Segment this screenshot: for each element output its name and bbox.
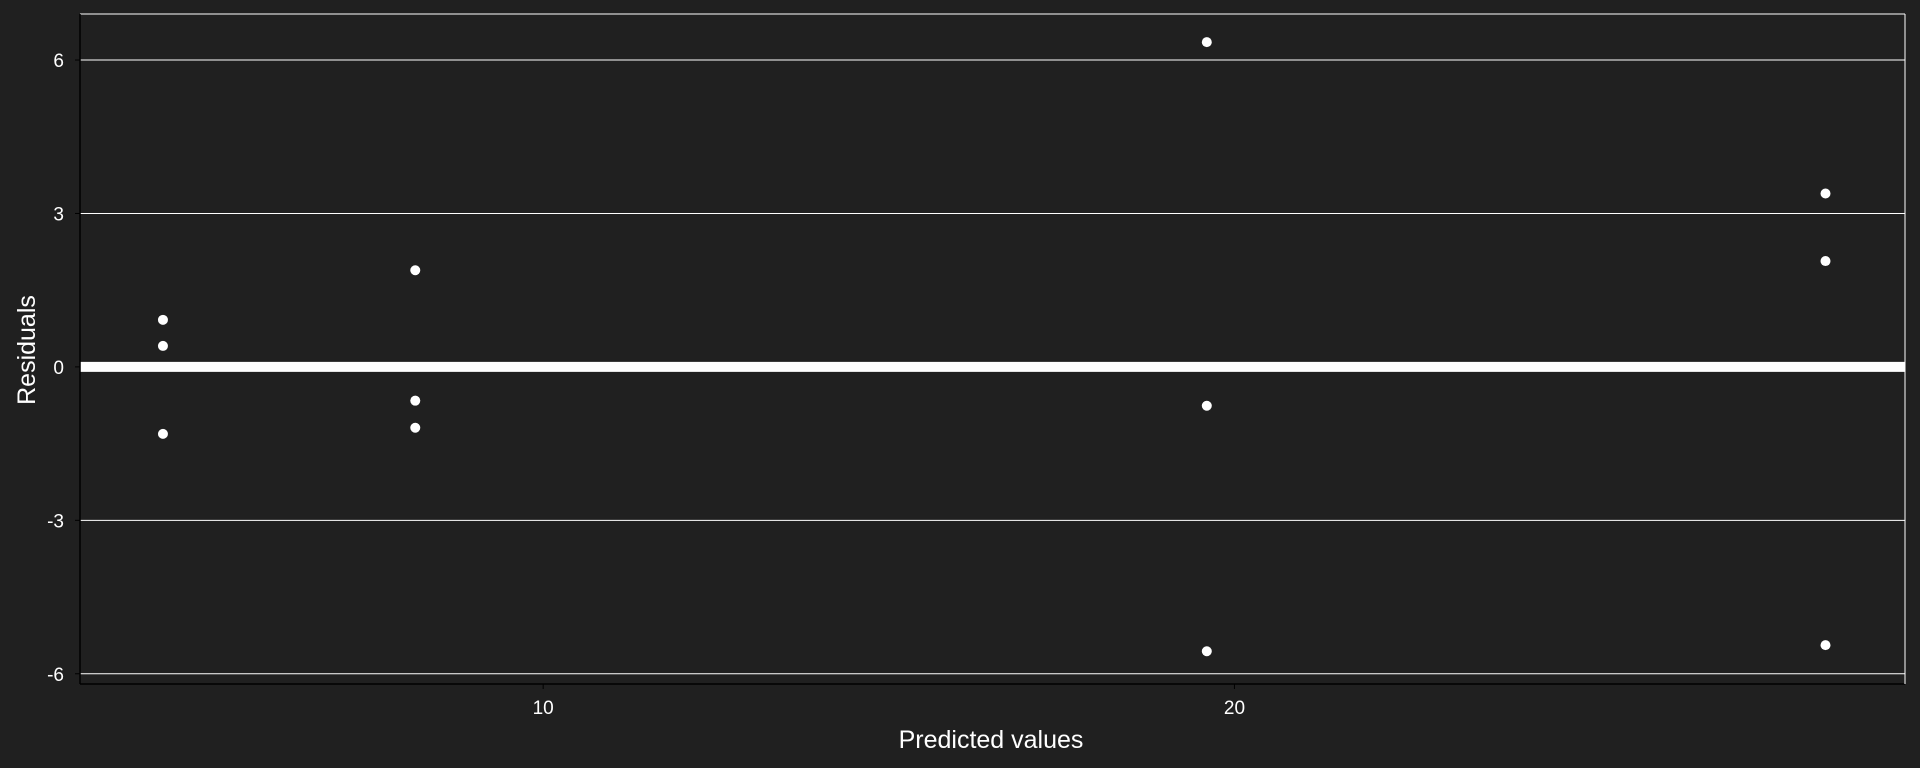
data-points <box>157 37 1831 657</box>
data-point <box>410 395 421 406</box>
tick-labels: -6 -3 0 3 6 10 20 <box>47 51 1245 719</box>
y-tick-label: -3 <box>47 511 64 532</box>
data-point <box>1201 37 1212 48</box>
x-axis-label: Predicted values <box>899 726 1084 754</box>
data-point <box>1201 646 1212 657</box>
data-point <box>157 314 168 325</box>
gridlines <box>80 13 1905 675</box>
x-tick-label: 20 <box>1224 698 1245 719</box>
data-point <box>1201 400 1212 411</box>
y-tick-label: 6 <box>53 51 64 72</box>
data-point <box>1820 640 1831 651</box>
y-axis-label: Residuals <box>13 295 41 405</box>
y-tick-label: 3 <box>53 204 64 225</box>
data-point <box>410 265 421 276</box>
data-point <box>157 340 168 351</box>
data-point <box>1820 188 1831 199</box>
data-point <box>157 428 168 439</box>
y-tick-label: 0 <box>53 358 64 379</box>
axes <box>75 14 1906 689</box>
data-point <box>410 422 421 433</box>
y-tick-label: -6 <box>47 665 64 686</box>
data-point <box>1820 256 1831 267</box>
x-tick-label: 10 <box>533 698 554 719</box>
